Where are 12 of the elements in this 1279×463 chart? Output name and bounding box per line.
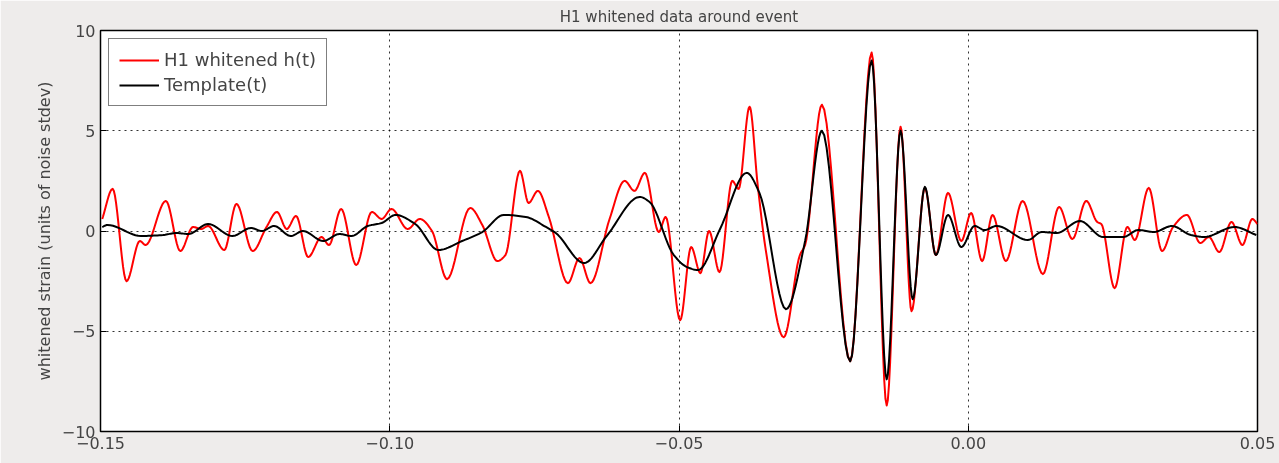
chart-title: H1 whitened data around event xyxy=(559,7,799,26)
y-tick-label: 0 xyxy=(85,222,96,241)
y-tick-label: 10 xyxy=(75,21,96,41)
x-tick-label: 0.05 xyxy=(1239,433,1276,453)
y-axis-title: whitened strain (units of noise stdev) xyxy=(34,81,54,381)
legend-label: Template(t) xyxy=(164,74,268,95)
legend-label: H1 whitened h(t) xyxy=(164,49,317,70)
x-tick-label: −0.05 xyxy=(654,433,704,453)
y-tick-label: 5 xyxy=(85,121,96,141)
x-tick-label: −0.10 xyxy=(365,433,415,453)
y-tick-label: −5 xyxy=(71,322,96,342)
x-tick-label: 0.00 xyxy=(950,433,987,453)
